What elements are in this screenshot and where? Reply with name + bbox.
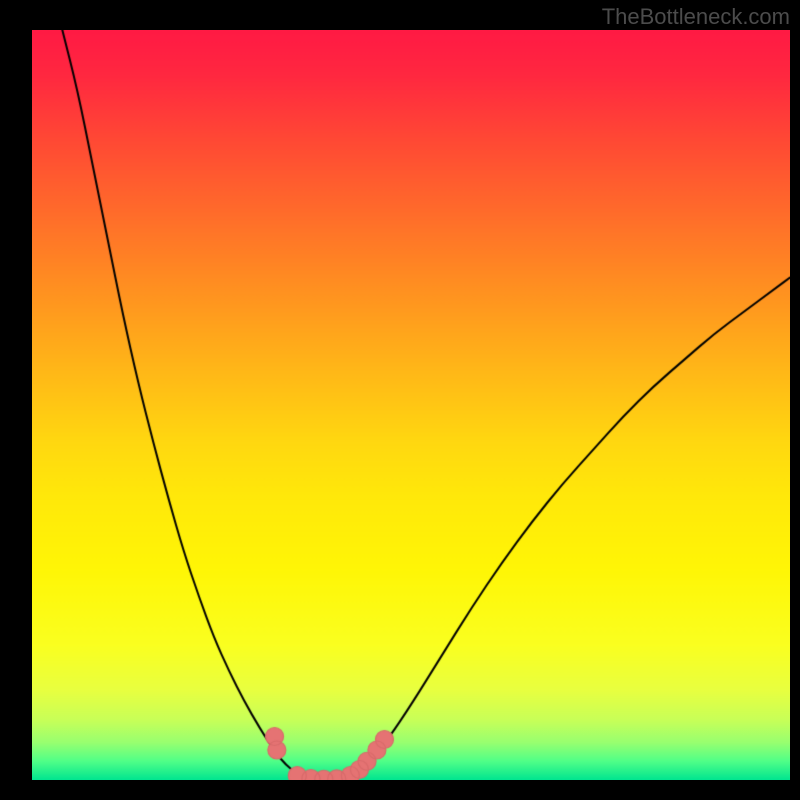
plot-area — [32, 30, 790, 780]
bottleneck-curve — [32, 30, 790, 780]
watermark-text: TheBottleneck.com — [602, 4, 790, 30]
